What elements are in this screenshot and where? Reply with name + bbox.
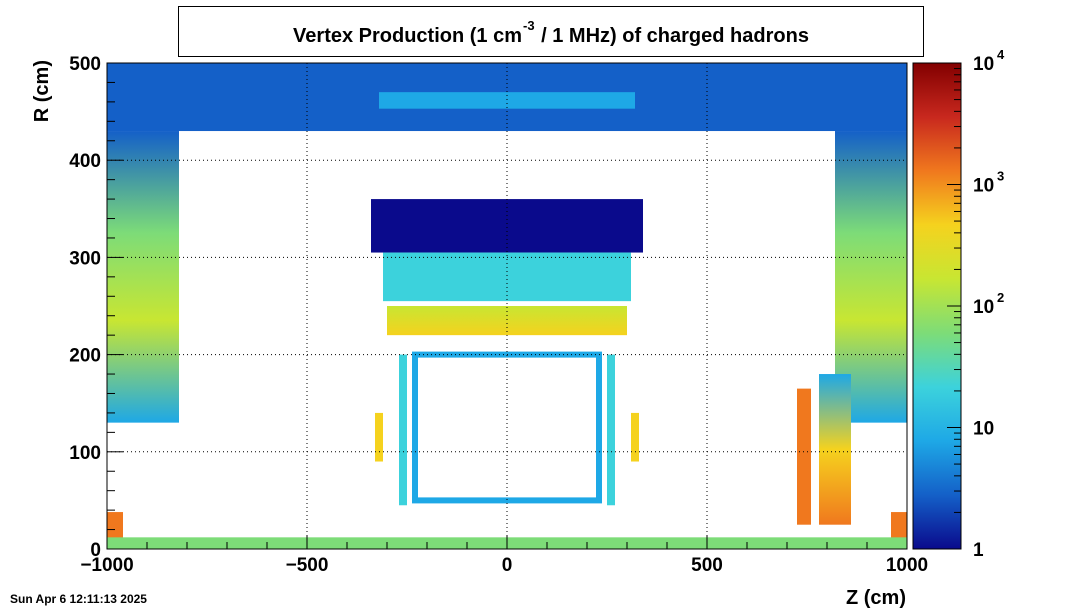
y-tick-label: 400 — [69, 151, 101, 172]
y-tick-label: 0 — [90, 540, 101, 561]
x-tick-label: −1000 — [80, 555, 133, 576]
title-suffix: / 1 MHz) of charged hadrons — [535, 25, 809, 47]
heatmap-region-calo-ring-left — [375, 412, 383, 462]
heatmap-region-forward-right-b — [819, 374, 851, 525]
heatmap-region-calo-ring-right — [631, 412, 639, 462]
chart-title: Vertex Production (1 cm-3 / 1 MHz) of ch… — [179, 7, 923, 67]
chart-title-box: Vertex Production (1 cm-3 / 1 MHz) of ch… — [178, 6, 924, 57]
colorbar-tick-exponent: 3 — [997, 169, 1004, 184]
colorbar-tick-label: 10 — [973, 176, 994, 197]
title-exponent: -3 — [523, 18, 535, 33]
colorbar-tick-exponent: 2 — [997, 290, 1004, 305]
y-tick-label: 200 — [69, 346, 101, 367]
heatmap-region-tracker-frame-right — [607, 354, 615, 506]
x-tick-label: 1000 — [886, 555, 928, 576]
timestamp: Sun Apr 6 12:11:13 2025 — [10, 592, 147, 606]
axis-ticks: −1000 −500 0 500 1000 0 100 200 300 400 500 — [69, 54, 928, 576]
colorbar-tick-label: 10 — [973, 54, 994, 75]
heatmap-region-calo-barrel-outer — [383, 252, 631, 302]
heatmap-region-calo-barrel-inner — [387, 306, 627, 336]
title-prefix: Vertex Production (1 cm — [293, 25, 523, 47]
x-tick-label: 500 — [691, 555, 723, 576]
y-tick-label: 500 — [69, 54, 101, 75]
heatmap-region-tracker-frame-left — [399, 354, 407, 506]
colorbar-tick-exponent: 4 — [997, 47, 1005, 62]
y-axis-title: R (cm) — [31, 60, 53, 122]
heatmap-region-forward-right-low — [891, 512, 907, 545]
heatmap-region-forward-left-low — [107, 512, 123, 545]
x-tick-label: −500 — [286, 555, 329, 576]
grid — [107, 63, 907, 549]
y-tick-label: 300 — [69, 248, 101, 269]
heatmap-region-forward-right-a — [797, 388, 811, 525]
colorbar-tick-label: 10 — [973, 297, 994, 318]
colorbar-tick-label: 1 — [973, 540, 984, 561]
heatmap-region-endcap-left — [107, 131, 179, 423]
heatmap-region-muon-top-strip — [379, 92, 635, 109]
x-tick-label: 0 — [502, 555, 513, 576]
x-axis-title: Z (cm) — [846, 587, 906, 609]
y-tick-label: 100 — [69, 443, 101, 464]
colorbar-tick-label: 10 — [973, 419, 994, 440]
